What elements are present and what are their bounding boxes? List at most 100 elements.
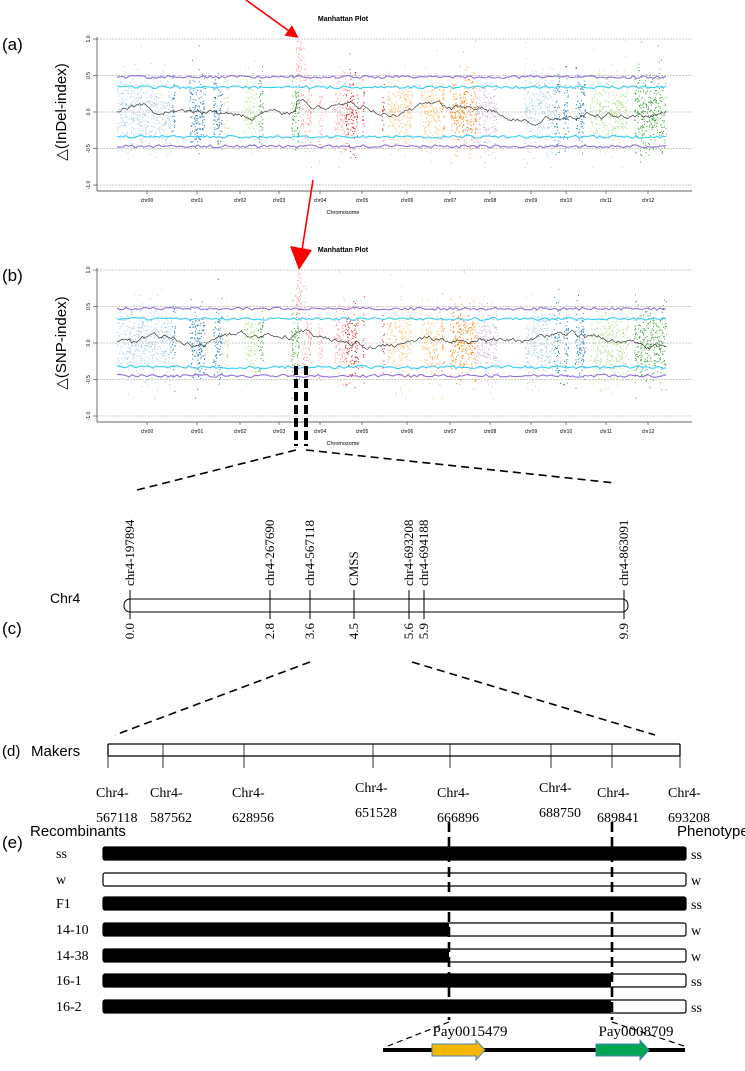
data-point — [124, 82, 126, 84]
data-point — [458, 138, 459, 140]
data-point — [167, 325, 169, 327]
data-point — [122, 125, 124, 127]
data-point — [396, 80, 398, 82]
data-point — [640, 91, 642, 93]
data-point — [161, 136, 163, 138]
data-point — [161, 124, 163, 126]
data-point — [141, 327, 143, 329]
y-tick-label: 0.0 — [86, 339, 92, 346]
data-point — [338, 368, 340, 370]
data-point — [452, 116, 454, 118]
data-point — [303, 347, 305, 349]
data-point — [130, 310, 132, 312]
data-point — [192, 332, 194, 334]
data-point — [347, 353, 349, 355]
data-point — [293, 351, 295, 353]
data-point — [342, 107, 344, 109]
data-point — [153, 126, 155, 128]
data-point — [303, 108, 305, 110]
data-point — [151, 321, 153, 323]
data-point — [409, 329, 411, 331]
data-point — [303, 307, 305, 309]
data-point — [148, 143, 150, 144]
data-point — [556, 118, 557, 120]
data-point — [640, 139, 642, 141]
data-point — [659, 118, 661, 120]
data-point — [338, 335, 340, 337]
data-point — [161, 149, 163, 151]
data-point — [435, 125, 437, 127]
data-point — [399, 119, 401, 121]
data-point — [615, 80, 617, 82]
data-point — [493, 95, 495, 97]
data-point — [346, 383, 348, 385]
data-point — [138, 294, 140, 296]
data-point — [156, 105, 158, 107]
data-point — [226, 341, 228, 343]
data-point — [140, 88, 142, 90]
data-point — [348, 342, 350, 344]
data-point — [189, 96, 191, 98]
data-point — [245, 358, 247, 360]
data-point — [339, 66, 341, 68]
data-point — [437, 119, 439, 121]
data-point — [363, 296, 365, 298]
data-point — [335, 323, 337, 325]
data-point — [657, 85, 659, 87]
data-point — [551, 122, 553, 124]
data-point — [351, 374, 353, 376]
data-point — [121, 358, 123, 360]
data-point — [214, 96, 216, 98]
data-point — [616, 113, 618, 115]
data-point — [226, 356, 228, 358]
data-point — [434, 119, 436, 121]
data-point — [354, 361, 356, 363]
data-point — [148, 102, 150, 104]
data-point — [318, 323, 320, 325]
data-point — [525, 85, 527, 87]
data-point — [262, 337, 264, 339]
data-point — [303, 56, 305, 58]
data-point — [203, 126, 205, 128]
data-point — [390, 109, 392, 111]
data-point — [227, 369, 228, 371]
data-point — [334, 104, 336, 106]
data-point — [460, 106, 462, 108]
data-point — [625, 109, 627, 111]
data-point — [130, 339, 132, 341]
data-point — [298, 378, 300, 380]
data-point — [260, 106, 262, 108]
data-point — [479, 129, 481, 131]
data-point — [248, 354, 249, 355]
data-point — [197, 141, 199, 143]
data-point — [391, 120, 393, 122]
data-point — [344, 359, 346, 361]
data-point — [344, 324, 346, 326]
data-point — [401, 351, 403, 353]
data-point — [643, 103, 645, 105]
data-point — [159, 346, 161, 348]
data-point — [479, 146, 481, 148]
data-point — [348, 132, 350, 134]
data-point — [262, 308, 264, 310]
data-point — [298, 84, 300, 86]
data-point — [459, 114, 461, 116]
data-point — [467, 122, 469, 124]
data-point — [118, 336, 120, 338]
data-point — [660, 134, 662, 136]
data-point — [137, 86, 139, 88]
data-point — [610, 110, 612, 112]
data-point — [146, 345, 148, 347]
data-point — [357, 98, 359, 100]
data-point — [541, 133, 543, 135]
data-point — [246, 314, 248, 316]
data-point — [348, 333, 350, 335]
data-point — [318, 335, 320, 337]
data-point — [295, 304, 297, 306]
data-point — [143, 329, 145, 331]
data-point — [602, 122, 604, 124]
data-point — [149, 101, 151, 103]
data-point — [404, 137, 406, 139]
data-point — [595, 128, 597, 130]
data-point — [352, 110, 354, 111]
